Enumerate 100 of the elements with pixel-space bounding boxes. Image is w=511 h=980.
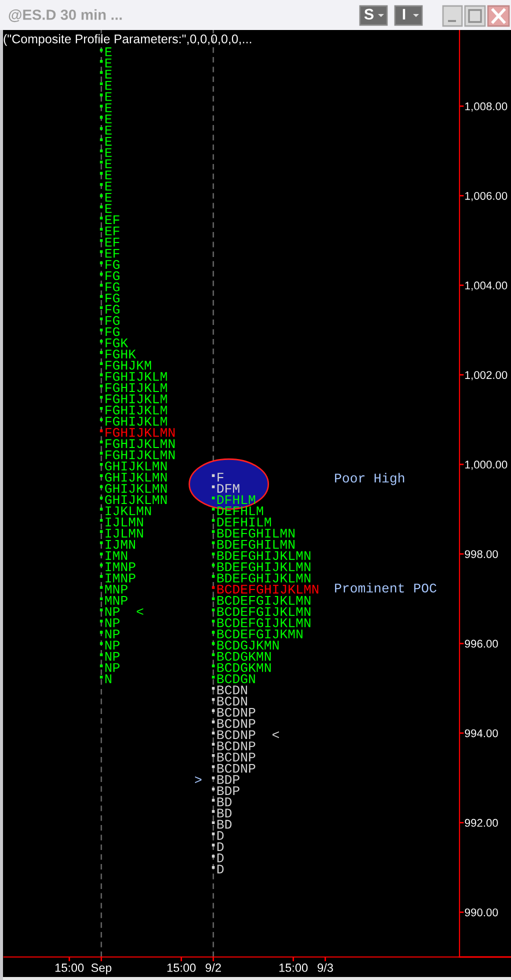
data-label: BD bbox=[217, 798, 232, 806]
data-label: MNP bbox=[105, 596, 128, 605]
data-label: EF bbox=[105, 248, 120, 258]
data-label: FG bbox=[106, 316, 120, 325]
data-label: GHIJKLMN bbox=[105, 484, 167, 493]
data-label: E bbox=[105, 58, 112, 68]
data-label: D bbox=[217, 854, 224, 862]
data-label: IJLMN bbox=[106, 528, 143, 538]
data-label: BCDEFGHIJKLMN bbox=[217, 584, 318, 594]
x-tick-label: 15:00 bbox=[167, 964, 196, 972]
data-label: NP < bbox=[105, 607, 144, 616]
data-label: DFHLM bbox=[217, 495, 256, 504]
data-label: FG bbox=[106, 271, 120, 280]
data-label: N bbox=[105, 674, 112, 684]
data-label: IMN bbox=[106, 551, 128, 560]
data-label: FGHIJKLMN bbox=[106, 439, 175, 448]
y-tick-label: 1,002.00 bbox=[465, 371, 508, 380]
data-label: BDP bbox=[217, 786, 240, 796]
data-label: DFM bbox=[217, 484, 240, 493]
x-tick-label: 15:00 bbox=[55, 964, 84, 972]
y-tick-label: 1,008.00 bbox=[465, 102, 508, 112]
data-label: NP bbox=[105, 630, 120, 638]
data-label: NP bbox=[105, 618, 120, 628]
data-label: FGHIJKLM bbox=[106, 406, 167, 415]
data-label: BCDNP < bbox=[217, 730, 279, 740]
data-label: NP bbox=[105, 652, 120, 661]
data-label: BDEFGHILMN bbox=[217, 540, 294, 549]
data-label: BCDEFGIJKLMN bbox=[217, 618, 310, 628]
data-label: FG bbox=[106, 260, 120, 269]
data-label: E bbox=[105, 148, 112, 157]
data-label: BCDNP bbox=[217, 708, 256, 717]
data-label: DEFHLM bbox=[217, 506, 264, 516]
data-label: E bbox=[105, 70, 112, 79]
data-label: E bbox=[105, 204, 112, 213]
data-label: BDEFGHIJKLMN bbox=[217, 551, 310, 560]
data-label: BCDN bbox=[217, 696, 247, 706]
x-tick-label: Sep bbox=[91, 964, 112, 974]
text: S bbox=[364, 8, 374, 20]
data-label: GHIJKLMN bbox=[105, 472, 167, 482]
data-label: FG bbox=[106, 294, 120, 303]
x-tick-label: 15:00 bbox=[279, 964, 308, 972]
data-label: FGHIJKLM bbox=[106, 394, 167, 404]
data-label: EF bbox=[105, 226, 120, 236]
y-tick-label: 990.00 bbox=[464, 908, 498, 916]
y-tick-label: 996.00 bbox=[464, 640, 498, 648]
data-label: IJKLMN bbox=[106, 506, 151, 516]
data-label: FGHIJKLM bbox=[106, 383, 167, 392]
data-label: FG bbox=[106, 282, 120, 292]
data-label: BCDEFGIJKLMN bbox=[217, 596, 310, 605]
y-tick-label: 998.00 bbox=[464, 550, 498, 558]
annotation: > bbox=[195, 776, 202, 784]
data-label: MNP bbox=[105, 584, 128, 594]
data-label: BDEFGHILMN bbox=[217, 528, 294, 538]
data-label: FGK bbox=[106, 338, 128, 348]
data-label: BDEFGHIJKLMN bbox=[217, 573, 310, 582]
data-label: EF bbox=[105, 238, 120, 246]
chart-subtitle: ("Composite Profile Parameters:",0,0,0,0,0,... bbox=[4, 34, 252, 46]
data-label: FGHIJKLM bbox=[106, 416, 167, 426]
data-label: BCDNP bbox=[217, 719, 256, 728]
data-label: BCDN bbox=[217, 685, 247, 694]
data-label: GHIJKLMN bbox=[105, 462, 167, 470]
data-label: BD bbox=[217, 808, 232, 818]
data-label: E bbox=[105, 114, 112, 124]
data-label: IMNP bbox=[106, 574, 136, 582]
y-tick-label: 992.00 bbox=[464, 818, 498, 827]
y-tick-label: 1,004.00 bbox=[465, 282, 508, 291]
data-label: BCDNP bbox=[217, 741, 256, 750]
data-label: FG bbox=[106, 327, 120, 336]
data-label: E bbox=[105, 192, 112, 202]
data-label: BCDGN bbox=[217, 674, 255, 684]
data-label: EF bbox=[105, 215, 120, 224]
data-label: E bbox=[105, 126, 112, 134]
data-label: E bbox=[105, 81, 112, 90]
data-label: IJLMN bbox=[106, 518, 143, 526]
data-label: FGHK bbox=[106, 350, 136, 359]
data-label: D bbox=[217, 864, 224, 874]
data-label: D bbox=[217, 831, 224, 840]
data-label: E bbox=[105, 182, 112, 190]
data-label: FGHIJKLM bbox=[106, 372, 167, 381]
data-label: NP bbox=[105, 640, 120, 650]
data-label: BCDEFGIJKLMN bbox=[217, 607, 310, 616]
y-tick-label: 994.00 bbox=[464, 729, 498, 738]
data-label: BDEFGHIJKLMN bbox=[217, 562, 310, 572]
data-label: IJMN bbox=[106, 540, 135, 549]
data-label: BD bbox=[217, 820, 232, 829]
data-label: E bbox=[105, 137, 112, 146]
data-label: E bbox=[105, 92, 112, 101]
text: I bbox=[402, 8, 406, 20]
data-label: FGHIJKLMN bbox=[106, 450, 175, 460]
data-label: E bbox=[105, 103, 112, 112]
data-label: E bbox=[105, 159, 112, 168]
data-label: NP bbox=[105, 663, 120, 672]
annotation: Poor High bbox=[335, 472, 404, 486]
annotation: Prominent POC bbox=[335, 582, 436, 593]
x-tick-label: 9/3 bbox=[318, 963, 333, 972]
data-label: GHIJKLMN bbox=[105, 495, 167, 504]
data-label: BCDGKMN bbox=[217, 652, 271, 661]
y-tick-label: 1,000.00 bbox=[465, 460, 508, 470]
y-tick-label: 1,006.00 bbox=[465, 192, 508, 202]
data-label: E bbox=[105, 170, 112, 180]
